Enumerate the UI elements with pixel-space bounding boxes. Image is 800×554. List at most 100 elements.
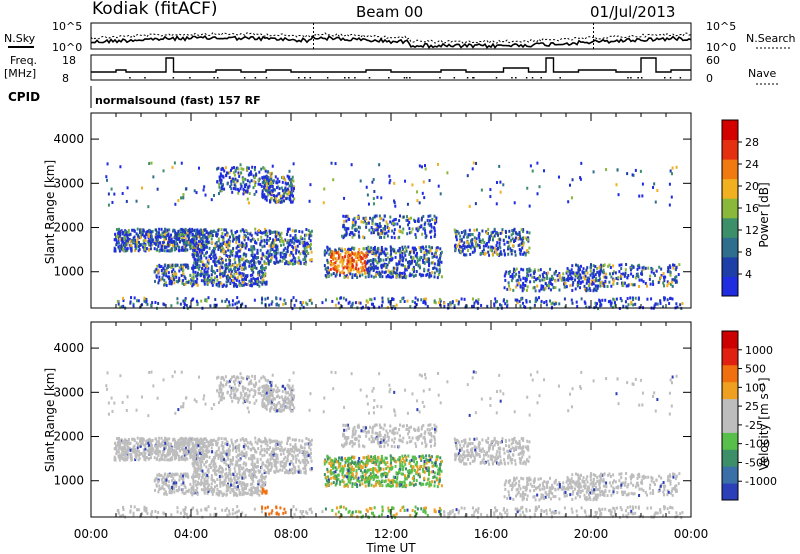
velocity-cell <box>143 451 146 455</box>
velocity-cell <box>185 473 188 477</box>
power-cell <box>463 297 466 301</box>
velocity-cell <box>181 441 184 445</box>
power-cell <box>219 172 222 176</box>
power-cell <box>160 265 163 269</box>
velocity-cell <box>146 449 149 453</box>
power-cell <box>385 265 388 269</box>
power-cell <box>187 235 190 239</box>
power-cell <box>234 282 237 286</box>
power-cell <box>228 258 231 262</box>
power-cell <box>389 245 392 249</box>
power-cell <box>624 268 627 272</box>
velocity-cell <box>149 456 152 460</box>
power-cell <box>262 253 265 257</box>
power-cell <box>342 266 345 270</box>
power-cell <box>533 275 536 279</box>
power-cell <box>640 278 643 282</box>
power-cell <box>489 248 492 252</box>
power-cell <box>668 270 671 274</box>
power-cell <box>567 274 570 278</box>
power-cell <box>144 238 147 242</box>
power-cell <box>276 248 279 252</box>
power-cell <box>384 264 387 268</box>
power-cell <box>652 282 655 286</box>
power-cell <box>272 181 275 185</box>
power-cell <box>328 252 331 256</box>
power-cell <box>231 249 234 253</box>
power-cell <box>352 233 355 237</box>
power-cell <box>547 284 550 288</box>
power-cell <box>493 302 496 306</box>
power-cell <box>428 219 431 223</box>
power-cell <box>294 235 297 239</box>
power-cell <box>351 256 354 260</box>
power-cell <box>461 247 464 251</box>
power-cell <box>344 265 347 269</box>
power-cell <box>467 242 470 246</box>
power-cell <box>459 249 462 253</box>
power-cell <box>199 252 202 256</box>
power-cell <box>603 284 606 288</box>
power-cell <box>297 256 300 260</box>
power-cell <box>266 296 269 300</box>
power-cell <box>272 194 275 198</box>
power-cell <box>418 225 421 229</box>
power-cell <box>422 273 425 277</box>
velocity-cell <box>138 457 141 461</box>
power-cell <box>428 274 431 278</box>
power-cell <box>367 221 370 225</box>
power-cell <box>503 274 506 278</box>
velocity-cell <box>155 442 158 446</box>
power-cell <box>652 185 655 189</box>
power-cell <box>290 191 293 195</box>
power-cell <box>200 246 203 250</box>
power-cell <box>411 183 414 187</box>
power-cell <box>250 277 253 281</box>
velocity-cell <box>229 480 232 484</box>
power-cell <box>273 249 276 253</box>
power-cell <box>437 259 440 263</box>
power-cell <box>635 274 638 278</box>
velocity-cell <box>261 473 264 477</box>
power-cell <box>401 215 404 219</box>
power-cell <box>422 260 425 264</box>
power-cell <box>170 240 173 244</box>
power-cell <box>408 227 411 231</box>
power-cell <box>286 196 289 200</box>
power-cell <box>244 177 247 181</box>
power-cell <box>589 273 592 277</box>
power-cell <box>170 249 173 253</box>
nave-point <box>495 77 498 79</box>
velocity-cell <box>159 487 162 491</box>
power-cell <box>351 252 354 256</box>
power-cell <box>137 244 140 248</box>
power-cell <box>275 247 278 251</box>
power-cell <box>401 276 404 280</box>
power-cell <box>595 276 598 280</box>
power-cell <box>289 191 292 195</box>
power-cell <box>265 282 268 286</box>
power-cell <box>482 248 485 252</box>
nave-point <box>669 77 672 79</box>
power-cell <box>630 272 633 276</box>
power-cell <box>413 251 416 255</box>
power-cell <box>132 238 135 242</box>
power-cell <box>198 264 201 268</box>
power-cell <box>480 188 483 192</box>
power-cell <box>418 201 421 205</box>
power-cell <box>259 276 262 280</box>
power-cell <box>241 272 244 276</box>
power-cell <box>326 258 329 262</box>
power-cell <box>307 245 310 249</box>
power-cell <box>496 241 499 245</box>
velocity-cell <box>172 437 175 441</box>
power-cell <box>123 234 126 238</box>
power-cell <box>182 299 185 303</box>
power-cell <box>582 267 585 271</box>
power-cell <box>630 282 633 286</box>
power-cell <box>191 245 194 249</box>
power-cell <box>528 267 531 271</box>
power-cell <box>194 262 197 266</box>
power-cell <box>360 266 363 270</box>
velocity-cell <box>143 453 146 457</box>
